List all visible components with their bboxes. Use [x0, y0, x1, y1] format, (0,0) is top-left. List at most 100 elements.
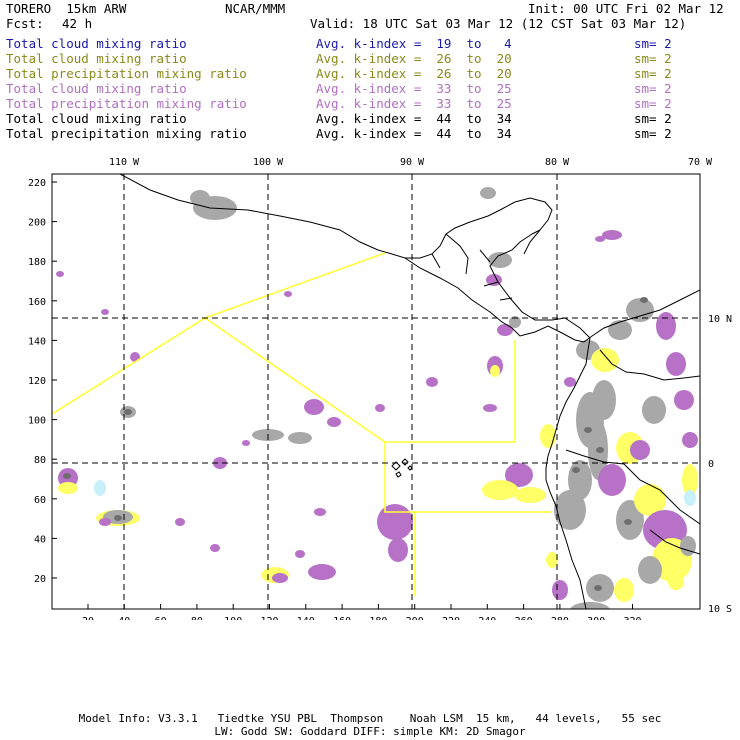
legend-field: Total cloud mixing ratio	[6, 36, 187, 51]
forecast-map: 110 W 100 W 90 W 80 W 70 W 10 N 0 10 S 220 200 1…	[28, 157, 732, 620]
longitude-label: 90 W	[400, 157, 425, 168]
legend-kindex: Avg. k-index = 44 to 34	[316, 126, 512, 141]
yellow-field-patch	[514, 487, 546, 503]
purple-field-patch	[674, 390, 694, 410]
purple-field-patch	[388, 538, 408, 562]
longitude-label: 100 W	[253, 157, 284, 168]
region-line-north	[52, 252, 386, 415]
purple-field-patch	[564, 377, 576, 387]
cloud-precip-fields	[56, 187, 698, 609]
valid-time: Valid: 18 UTC Sat 03 Mar 12 (12 CST Sat …	[310, 16, 687, 31]
yellow-field-patch	[682, 464, 698, 496]
x-tick-label: 200	[406, 616, 424, 620]
yellow-field-patch	[591, 348, 619, 372]
legend-field: Total cloud mixing ratio	[6, 81, 187, 96]
purple-field-patch	[497, 324, 513, 336]
legend-kindex: Avg. k-index = 44 to 34	[316, 111, 512, 126]
purple-field-patch	[304, 399, 324, 415]
central-america-pacific	[404, 257, 585, 343]
purple-field-patch	[598, 464, 626, 496]
gray-field-patch	[190, 190, 210, 206]
x-tick-label: 160	[333, 616, 351, 620]
dark-core-patch	[114, 515, 122, 521]
region-box-east	[204, 317, 516, 443]
legend-smoothing: sm= 2	[634, 66, 672, 81]
region-box-south	[384, 442, 416, 596]
gray-field-patch	[488, 252, 512, 268]
model-info-line2: LW: Godd SW: Goddard DIFF: simple KM: 2D…	[214, 725, 526, 738]
x-tick-label: 120	[260, 616, 278, 620]
gray-field-patch	[680, 536, 696, 556]
gray-field-patch	[626, 298, 654, 322]
y-tick-label: 180	[28, 257, 46, 268]
forecast-hour: 42 h	[62, 16, 93, 31]
gray-field-patch	[642, 396, 666, 424]
yellow-field-patch	[490, 365, 500, 377]
legend-smoothing: sm= 2	[634, 36, 672, 51]
purple-field-patch	[486, 274, 502, 286]
x-tick-label: 60	[155, 616, 167, 620]
south-america-coast	[583, 289, 700, 343]
purple-field-patch	[314, 508, 326, 516]
x-tick-label: 40	[118, 616, 130, 620]
legend-smoothing: sm= 2	[634, 51, 672, 66]
purple-field-patch	[552, 580, 568, 600]
legend-row: Total precipitation mixing ratio Avg. k-i…	[6, 96, 740, 111]
gray-field-patch	[480, 187, 496, 199]
region-boxes	[52, 252, 552, 596]
purple-field-patch	[327, 417, 341, 427]
purple-field-patch	[175, 518, 185, 526]
y-tick-label: 20	[34, 574, 46, 585]
purple-field-patch	[595, 236, 605, 242]
dark-core-patch	[124, 409, 132, 415]
gray-field-patch	[592, 380, 616, 420]
purple-field-patch	[377, 504, 413, 540]
y-tick-label: 80	[34, 455, 46, 466]
y-tick-label: 220	[28, 178, 46, 189]
yellow-field-patch	[668, 574, 684, 590]
forecast-label: Fcst:	[6, 16, 44, 31]
purple-field-patch	[210, 544, 220, 552]
legend-row: Total cloud mixing ratio Avg. k-index = 2…	[6, 51, 740, 66]
legend-field: Total cloud mixing ratio	[6, 111, 187, 126]
legend-kindex: Avg. k-index = 33 to 25	[316, 96, 512, 111]
yellow-field-patch	[614, 578, 634, 602]
x-axis-ticks: 20 40 60 80 100 120 140 160 180 200 220 240 260 280 30…	[82, 604, 642, 620]
gray-field-patch	[288, 432, 312, 444]
latitude-label: 10 N	[708, 314, 732, 325]
mexico-coast	[119, 174, 501, 259]
yellow-field-patch	[634, 484, 666, 516]
legend-field: Total precipitation mixing ratio	[6, 66, 247, 81]
legend-row: Total precipitation mixing ratio Avg. k-i…	[6, 66, 740, 81]
yellow-field-patch	[482, 480, 518, 500]
y-tick-label: 100	[28, 416, 46, 427]
yellow-field-patch	[58, 482, 78, 494]
purple-field-patch	[213, 457, 227, 469]
plot-frame	[51, 173, 701, 610]
legend-row: Total cloud mixing ratio Avg. k-index = 1…	[6, 36, 740, 51]
legend-row: Total precipitation mixing ratio Avg. k-i…	[6, 126, 740, 141]
y-tick-label: 160	[28, 297, 46, 308]
purple-field-patch	[99, 518, 111, 526]
latitude-label: 0	[708, 459, 714, 470]
model-info-line1: Model Info: V3.3.1 Tiedtke YSU PBL Thomp…	[78, 712, 662, 725]
dark-core-patch	[640, 297, 648, 303]
purple-field-patch	[426, 377, 438, 387]
x-tick-label: 20	[82, 616, 94, 620]
purple-field-patch	[630, 440, 650, 460]
yellow-field-patch	[540, 424, 556, 448]
x-tick-label: 140	[297, 616, 315, 620]
dark-core-patch	[572, 467, 580, 473]
purple-field-patch	[101, 309, 109, 315]
x-tick-label: 280	[551, 616, 569, 620]
purple-field-patch	[656, 312, 676, 340]
dark-core-patch	[594, 585, 602, 591]
gray-field-patch	[554, 490, 586, 530]
x-tick-label: 300	[587, 616, 605, 620]
y-tick-label: 120	[28, 376, 46, 387]
legend-smoothing: sm= 2	[634, 96, 672, 111]
x-tick-label: 260	[515, 616, 533, 620]
gray-field-patch	[570, 602, 610, 609]
yucatan-coast	[499, 197, 553, 235]
south-america-pacific	[545, 337, 591, 609]
